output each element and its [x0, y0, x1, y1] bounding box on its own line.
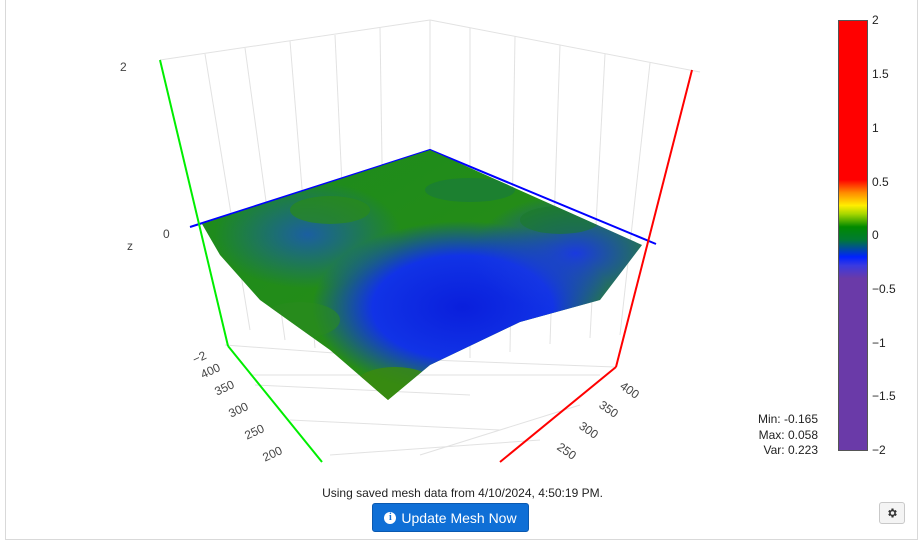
y-axis-line — [227, 345, 323, 463]
colorbar-label: −0.5 — [872, 282, 896, 296]
colorbar-label: −2 — [872, 443, 886, 457]
colorbar-label: −1 — [872, 336, 886, 350]
right-axis-tick: 300 — [576, 419, 601, 442]
x-axis-line — [499, 366, 617, 463]
mesh-surface[interactable] — [190, 140, 660, 410]
left-axis-tick: 300 — [226, 399, 250, 420]
left-axis-tick: 350 — [212, 377, 236, 398]
right-axis-tick: 250 — [554, 440, 579, 463]
x-axis-vertical-line — [615, 69, 693, 368]
tab-notch — [570, 0, 686, 3]
colorbar-label: −1.5 — [872, 389, 896, 403]
colorbar — [838, 20, 868, 451]
stat-max: Max: 0.058 — [758, 427, 818, 442]
mesh-stats: Min: -0.165 Max: 0.058 Var: 0.223 — [738, 412, 818, 459]
info-circle-icon: i — [384, 511, 397, 524]
z-axis-title: z — [127, 239, 133, 253]
left-axis-tick: 200 — [260, 443, 284, 464]
gear-icon — [888, 508, 897, 518]
z-axis-line — [159, 59, 229, 347]
z-tick-bottom: −2 — [190, 348, 209, 367]
left-axis-tick: 250 — [242, 421, 266, 442]
heightmap-panel — [5, 0, 918, 540]
colorbar-label: 1.5 — [872, 67, 889, 81]
colorbar-label: 2 — [872, 13, 879, 27]
update-mesh-button[interactable]: i Update Mesh Now — [372, 503, 529, 532]
settings-button[interactable] — [879, 502, 905, 524]
colorbar-label: 1 — [872, 121, 879, 135]
z-tick-top: 2 — [120, 60, 127, 74]
stat-min: Min: -0.165 — [757, 412, 818, 426]
update-mesh-label: Update Mesh Now — [401, 509, 517, 526]
stat-var: Var: 0.223 — [763, 443, 818, 457]
right-axis-tick: 350 — [596, 398, 621, 421]
right-axis-tick: 400 — [617, 379, 642, 402]
z-tick-mid: 0 — [163, 227, 170, 241]
mesh-status-text: Using saved mesh data from 4/10/2024, 4:… — [322, 486, 603, 500]
colorbar-label: 0 — [872, 228, 879, 242]
colorbar-label: 0.5 — [872, 175, 889, 189]
